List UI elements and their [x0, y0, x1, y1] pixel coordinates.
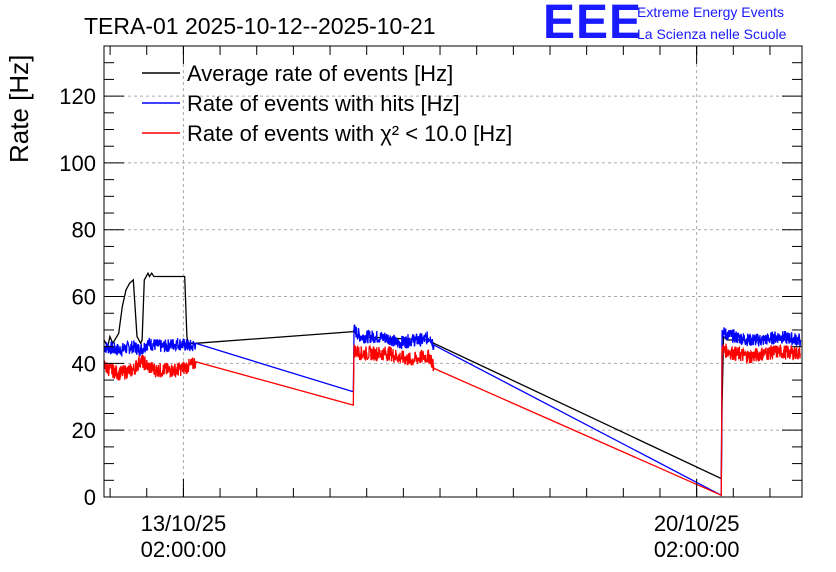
plot-frame	[103, 45, 803, 498]
x-tick-label-time: 02:00:00	[654, 537, 740, 562]
chart-title: TERA-01 2025-10-12--2025-10-21	[84, 13, 436, 39]
legend-label-3: Rate of events with χ² < 10.0 [Hz]	[187, 121, 512, 146]
y-tick-label: 80	[72, 218, 96, 243]
x-tick-label-time: 02:00:00	[141, 537, 227, 562]
y-tick-label: 100	[59, 151, 96, 176]
x-tick-label-date: 13/10/25	[141, 511, 227, 536]
y-tick-label: 0	[84, 485, 96, 510]
y-tick-label: 60	[72, 285, 96, 310]
series-line-1	[103, 271, 801, 480]
logo-line-2: La Scienza nelle Scuole	[637, 26, 787, 42]
axis-ticks: 02040608010012013/10/2502:00:0020/10/250…	[59, 45, 802, 562]
y-axis-label: Rate [Hz]	[4, 55, 34, 163]
plot-area-border	[103, 45, 803, 498]
legend-label-2: Rate of events with hits [Hz]	[187, 91, 460, 116]
y-tick-label: 40	[72, 351, 96, 376]
logo-line-1: Extreme Energy Events	[637, 4, 785, 20]
series-line-2	[103, 324, 802, 497]
eee-logo: EEE	[543, 0, 643, 49]
legend-label-1: Average rate of events [Hz]	[187, 61, 453, 86]
legend: Average rate of events [Hz] Rate of event…	[142, 61, 512, 146]
grid-lines	[104, 46, 802, 497]
series-group	[103, 271, 802, 497]
y-tick-label: 120	[59, 84, 96, 109]
series-line-3	[103, 343, 802, 497]
x-tick-label-date: 20/10/25	[654, 511, 740, 536]
y-tick-label: 20	[72, 418, 96, 443]
